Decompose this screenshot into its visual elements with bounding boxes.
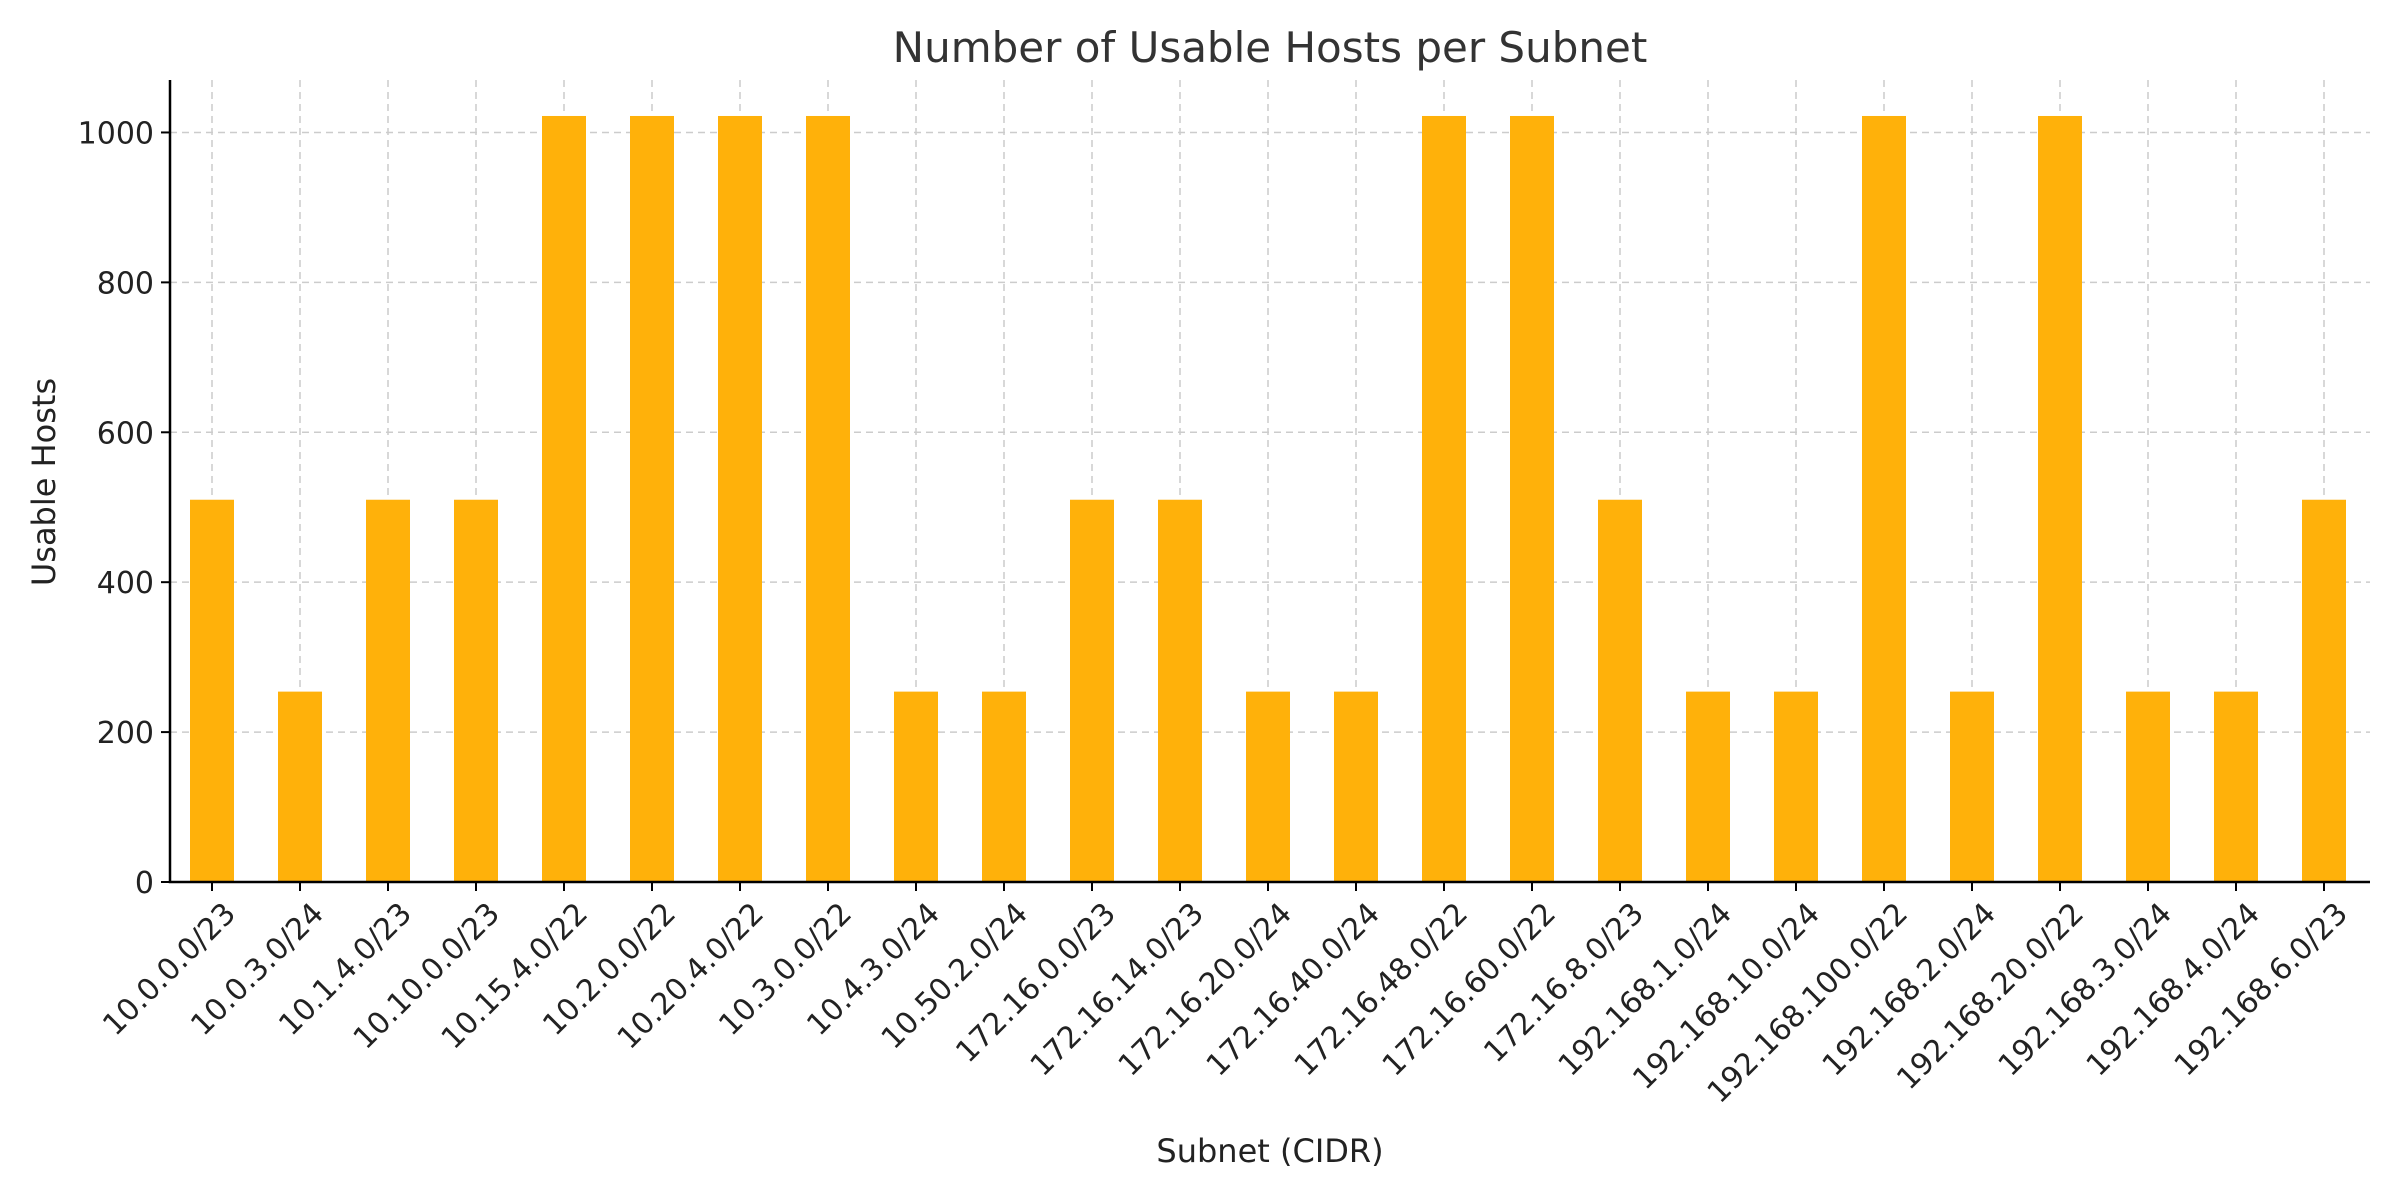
bar <box>2302 499 2346 882</box>
x-tick-label: 172.16.0.0/23 <box>949 896 1123 1070</box>
axis-spine <box>168 80 2370 884</box>
y-tick-label: 1000 <box>78 116 154 151</box>
bar <box>190 499 234 882</box>
y-tick-label: 800 <box>97 266 154 301</box>
bar <box>542 115 586 883</box>
bar <box>630 115 674 883</box>
bar <box>1598 499 1642 882</box>
bar <box>806 115 850 883</box>
y-tick-label: 0 <box>135 866 154 901</box>
bars <box>190 115 2346 883</box>
x-tick-labels: 10.0.0.0/2310.0.3.0/2410.1.4.0/2310.10.0… <box>96 896 2355 1110</box>
x-tick-label: 172.16.8.0/23 <box>1477 896 1651 1070</box>
bar <box>1862 115 1906 883</box>
bar <box>894 691 938 882</box>
y-axis-label: Usable Hosts <box>25 378 63 586</box>
y-tick-label: 400 <box>97 566 154 601</box>
y-tick-labels: 0 200 400 600 800 1000 <box>78 116 154 901</box>
bar <box>1070 499 1114 882</box>
y-tick-label: 200 <box>97 716 154 751</box>
bar <box>982 691 1026 882</box>
bar <box>1686 691 1730 882</box>
bar <box>1246 691 1290 882</box>
bar <box>366 499 410 882</box>
bar <box>2038 115 2082 883</box>
bar <box>2126 691 2170 882</box>
y-tick-label: 600 <box>97 416 154 451</box>
bar <box>1422 115 1466 883</box>
axes <box>161 80 2370 891</box>
bar <box>454 499 498 882</box>
chart-title: Number of Usable Hosts per Subnet <box>893 23 1648 72</box>
bar <box>278 691 322 882</box>
x-axis-label: Subnet (CIDR) <box>1156 1132 1383 1170</box>
bar <box>1334 691 1378 882</box>
bar <box>1950 691 1994 882</box>
bar <box>1774 691 1818 882</box>
bar <box>1510 115 1554 883</box>
bar <box>2214 691 2258 882</box>
bar <box>718 115 762 883</box>
bar <box>1158 499 1202 882</box>
